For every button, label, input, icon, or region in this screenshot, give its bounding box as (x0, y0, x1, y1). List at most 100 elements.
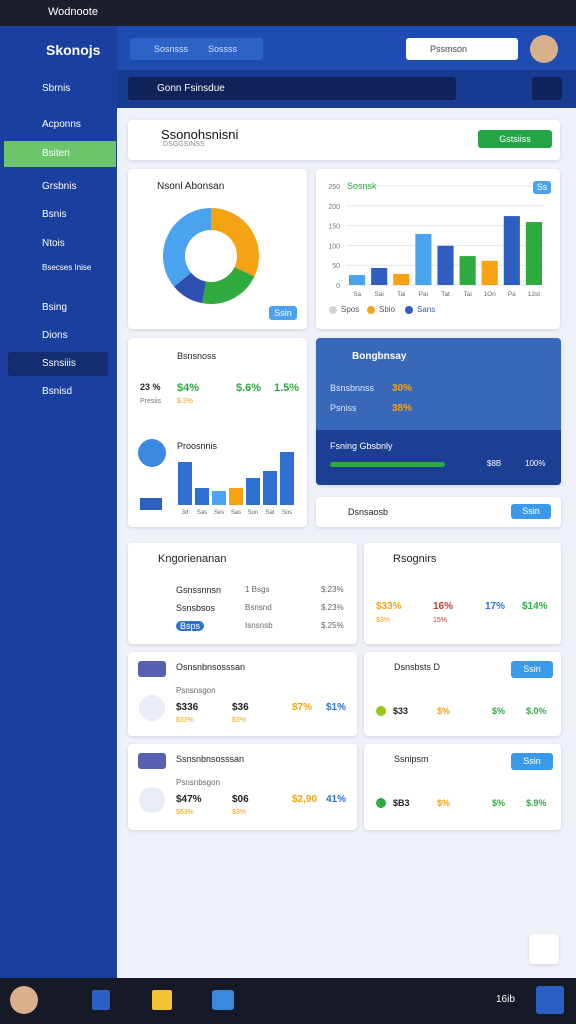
stat-value: 23 % (140, 382, 161, 392)
card-note: $3% (232, 717, 247, 724)
report-value: $14% (522, 601, 548, 612)
budget-value: 100% (525, 459, 546, 468)
report-note: 15% (433, 617, 448, 624)
card-value: $% (437, 798, 451, 808)
sidebar-highlight (8, 352, 108, 376)
card-value: $336 (176, 702, 199, 713)
app-icon[interactable] (152, 990, 172, 1010)
button[interactable]: Ssin (511, 661, 553, 678)
card-value: $33 (393, 706, 409, 716)
card-value: $B3 (393, 798, 410, 808)
nav-item[interactable]: Bsnisd (42, 386, 73, 397)
card-value: $1% (326, 702, 347, 713)
app-icon[interactable] (92, 990, 110, 1010)
badge[interactable]: Ss (533, 181, 551, 194)
card-value: $47% (176, 794, 202, 805)
nav-item[interactable]: Bsecses Inise (42, 263, 92, 272)
clock: 16ib (496, 994, 515, 1005)
budget-footer-label: Fsning Gbsbnly (330, 441, 393, 451)
list-item[interactable]: Gsnssnnsn (176, 585, 222, 595)
app-icon[interactable] (536, 986, 564, 1014)
app-icon[interactable] (212, 990, 234, 1010)
card-label: Dsnsaosb (348, 507, 389, 517)
card-title: Bongbnsay (352, 351, 407, 362)
brand: Skonojs (46, 42, 101, 58)
list-item[interactable]: Ssnsbsos (176, 603, 216, 613)
list-value: $.25% (321, 621, 344, 630)
summary-card (128, 652, 357, 736)
sidebar (0, 26, 117, 978)
list-value: $.23% (321, 603, 344, 612)
banner-subtitle: DSGGSINSS (163, 141, 205, 148)
list-item: Bsnsnd (245, 603, 272, 612)
nav-item[interactable]: Bsiten (42, 148, 70, 159)
card-value: $.0% (526, 706, 547, 716)
budget-label: Psniss (330, 403, 357, 413)
search-text[interactable]: Sossss (208, 44, 238, 54)
list-item[interactable]: Bsps (176, 621, 205, 631)
nav-item[interactable]: Grsbnis (42, 181, 77, 192)
nav-item[interactable]: Bsing (42, 302, 68, 313)
nav-item[interactable]: Acponns (42, 119, 81, 130)
search-box[interactable] (130, 38, 263, 60)
title-bar (0, 0, 576, 26)
list-item: Isnsnsb (245, 621, 273, 630)
app-name: Wodnoote (48, 6, 98, 18)
card-value: $7% (292, 702, 313, 713)
summary-card (128, 744, 357, 830)
toolbar-label: Gonn Fsinsdue (157, 83, 225, 94)
button[interactable]: Ssin (269, 306, 297, 320)
banner-title: Ssonohsnisni (161, 127, 239, 142)
nav-item[interactable]: Sbrnis (42, 83, 71, 94)
search-text[interactable]: Pssmson (430, 44, 468, 54)
card-title: Proosnnis (177, 441, 218, 451)
card-title: Osnsnbnsosssan (176, 662, 246, 672)
taskbar (0, 978, 576, 1024)
stat-value: $4% (177, 382, 200, 394)
nav-item[interactable]: Ssnsiiis (42, 358, 76, 369)
nav-item[interactable]: Bsnis (42, 209, 67, 220)
search-box[interactable] (406, 38, 518, 60)
card-title: Bsnsnoss (177, 351, 217, 361)
card-title: Nsonl Abonsan (157, 181, 225, 192)
donut-card (128, 169, 307, 329)
avatar[interactable] (530, 35, 558, 63)
stat-value: $.6% (236, 382, 262, 394)
toolbar-field[interactable] (128, 77, 456, 100)
report-value: 17% (485, 601, 506, 612)
button[interactable]: Ssin (511, 753, 553, 770)
nav-item[interactable]: Ntois (42, 238, 65, 249)
button[interactable]: Ssin (511, 504, 551, 519)
card-title: Dsnsbsts D (394, 662, 441, 672)
report-value: $33% (376, 601, 402, 612)
card-value: $% (492, 706, 506, 716)
avatar[interactable] (10, 986, 38, 1014)
fab[interactable] (529, 934, 559, 964)
toolbar-button[interactable] (532, 77, 562, 100)
card-title: Ssnsnbnsosssan (176, 754, 245, 764)
stats-card (128, 338, 307, 527)
card-value: 41% (326, 794, 347, 805)
card-value: $36 (232, 702, 249, 713)
report-card (364, 543, 561, 644)
card-subtitle: Psnsnbsgon (176, 778, 221, 787)
card-value: $2,90 (292, 794, 318, 805)
button[interactable]: Gstsiiss (478, 130, 552, 148)
budget-label: Bsnsbnnss (330, 383, 375, 393)
search-text[interactable]: Sosnsss (154, 44, 189, 54)
stat-value: 1.5% (274, 382, 300, 394)
list-card (128, 543, 357, 644)
list-item: 1 Bsgs (245, 585, 270, 594)
card-note: $33% (176, 717, 194, 724)
nav-item[interactable]: Dions (42, 330, 68, 341)
card-title: Sosnsk (347, 181, 377, 191)
card-title: Ssnipsm (394, 754, 429, 764)
card-title: Kngorienanan (158, 553, 227, 565)
legend-label: Sbio (379, 305, 396, 314)
legend-label: Sans (417, 305, 436, 314)
card-note: $3% (232, 809, 247, 816)
report-value: 16% (433, 601, 454, 612)
legend-label: Spos (341, 305, 360, 314)
card-value: $% (437, 706, 451, 716)
